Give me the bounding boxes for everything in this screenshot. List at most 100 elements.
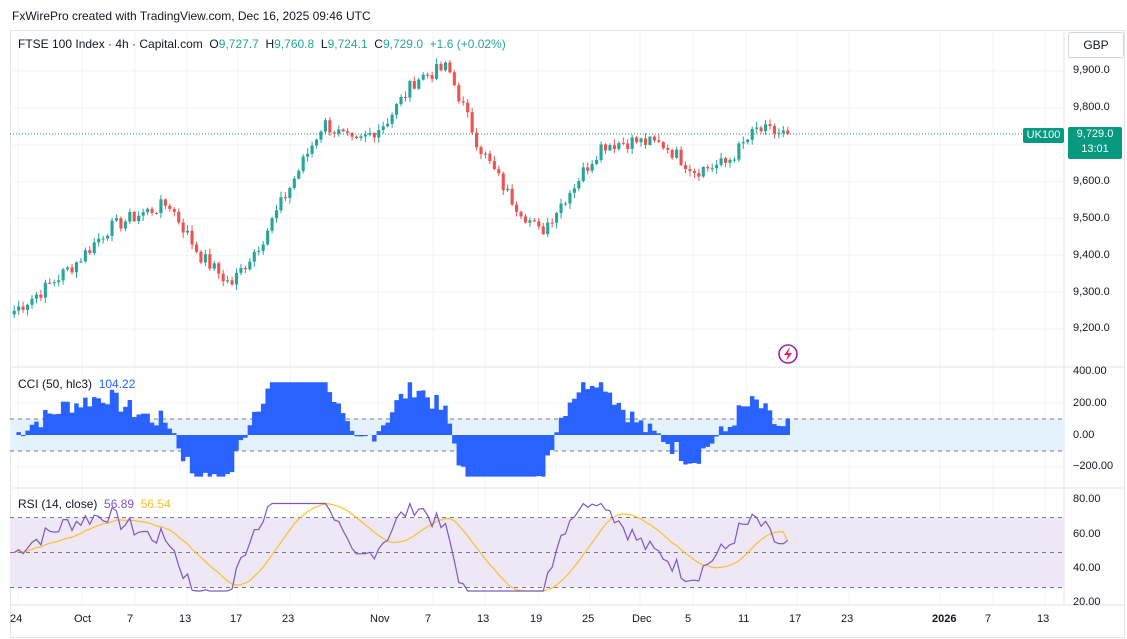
candle [590,160,594,174]
candle [74,261,79,278]
open-value: 9,727.7 [218,37,259,51]
candle [283,192,287,202]
candle [323,117,327,134]
candle [581,162,585,183]
candle [595,155,599,166]
candle [106,234,110,241]
cci-axis-label: 200.00 [1073,397,1107,409]
candle [297,168,301,180]
price-axis-label: 9,600.0 [1073,175,1110,187]
candle [417,77,421,91]
candle [203,249,207,267]
candle [354,135,359,140]
candle [123,219,127,232]
symbol-legend[interactable]: FTSE 100 Index · 4h · Capital.com O9,727… [18,37,506,51]
last-price-tag: 9,729.0 13:01 [1068,127,1122,159]
candle [652,135,656,143]
candle [70,263,74,275]
candle [470,107,474,136]
candle [452,69,456,87]
change-value: +1.6 (+0.02%) [429,37,506,51]
candle [386,118,390,128]
candle [168,203,172,212]
candle [443,61,448,72]
candle [221,269,225,287]
rsi-legend[interactable]: RSI (14, close) 56.89 56.54 [18,497,171,511]
candle [83,247,87,264]
candle [439,61,443,72]
candle [528,217,532,228]
cci-label: CCI (50, hlc3) [18,377,93,391]
candle [226,275,230,284]
cci-histogram [12,382,790,477]
candle [372,132,376,143]
candle [190,225,194,250]
time-axis-label: Dec [632,613,652,625]
time-axis-label: 5 [685,613,692,625]
candle [519,210,523,220]
time-axis-label: 17 [789,613,802,625]
candle [701,166,705,178]
candle [488,150,492,165]
candle [39,289,43,302]
candle [270,216,274,234]
candle [497,165,501,177]
candle [381,121,385,134]
low-value: 9,724.1 [327,37,368,51]
candle [368,127,372,137]
candle [710,163,714,173]
candle [243,265,247,273]
candle [186,225,190,236]
candle [310,141,314,158]
candle [412,76,416,90]
candle [479,145,483,160]
candle [79,258,83,264]
rsi-ma-value: 56.54 [140,497,171,511]
candle [466,99,470,118]
price-axis-label: 9,900.0 [1073,64,1110,76]
currency-button[interactable]: GBP [1068,32,1124,58]
candle [483,151,488,159]
candle [679,146,683,166]
candle [501,171,505,195]
candle [532,217,536,223]
high-value: 9,760.8 [274,37,315,51]
candle [541,222,545,235]
time-axis-label: 25 [582,613,595,625]
candle [92,237,96,256]
candle [563,201,568,206]
candle [248,257,252,271]
candle [697,168,701,181]
candle [52,279,56,287]
rsi-axis-label: 60.00 [1073,528,1101,540]
symbol-tag: UK100 [1023,128,1064,143]
time-axis-label: 7 [127,613,134,625]
candle [217,261,221,280]
candle [403,91,408,102]
candle [194,241,199,254]
candle [394,103,399,119]
candle [279,191,283,214]
symbol-title: FTSE 100 Index · 4h · Capital.com [18,37,203,51]
candle [292,176,296,190]
candle [132,211,136,223]
candle [737,141,741,162]
cci-legend[interactable]: CCI (50, hlc3) 104.22 [18,377,135,391]
candle [706,164,710,172]
candle [777,128,781,139]
rsi-band-background [10,517,1064,588]
candle [363,130,367,143]
candle [119,216,123,232]
candle [421,72,425,81]
candle [261,241,265,255]
candle [17,300,21,315]
candle [475,128,479,151]
tradingview-lightning-icon[interactable] [778,344,798,364]
candle [12,305,16,318]
candle [639,137,643,147]
candle [252,249,256,267]
price-axis-label: 9,400.0 [1073,249,1110,261]
candle [559,198,563,219]
close-value: 9,729.0 [382,37,423,51]
